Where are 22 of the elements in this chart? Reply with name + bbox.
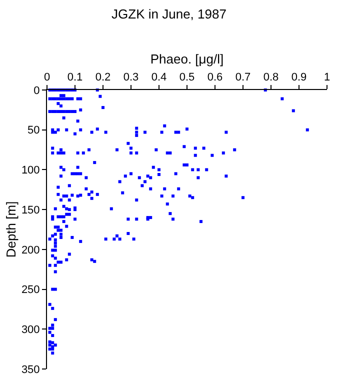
x-tick-label: 0.5 (179, 72, 195, 84)
x-tick-label: 0.9 (291, 72, 307, 84)
y-tick-label: 150 (21, 204, 40, 216)
y-tick-label: 350 (21, 364, 40, 376)
y-tick-label: 250 (21, 284, 40, 296)
y-tick-label: 200 (21, 244, 40, 256)
x-tick-label: 0.3 (123, 72, 139, 84)
x-tick-label: 0.6 (207, 72, 223, 84)
chart-title: JGZK in June, 1987 (112, 6, 226, 22)
x-tick-label: 0.1 (67, 72, 83, 84)
x-axis-title: Phaeo. [μg/l] (150, 52, 224, 67)
x-tick-label: 0.7 (235, 72, 251, 84)
y-tick-label: 50 (28, 124, 40, 137)
x-tick-label: 0.4 (151, 72, 167, 84)
x-tick-label: 1 (324, 72, 330, 84)
x-tick-label: 0.8 (263, 72, 279, 84)
x-tick-label: 0.2 (95, 72, 111, 84)
x-tick-label: 0 (44, 72, 50, 84)
y-tick-label: 300 (21, 324, 40, 336)
y-tick-label: 100 (21, 164, 40, 177)
y-tick-label: 0 (34, 84, 40, 97)
y-axis-title: Depth [m] (3, 201, 18, 258)
